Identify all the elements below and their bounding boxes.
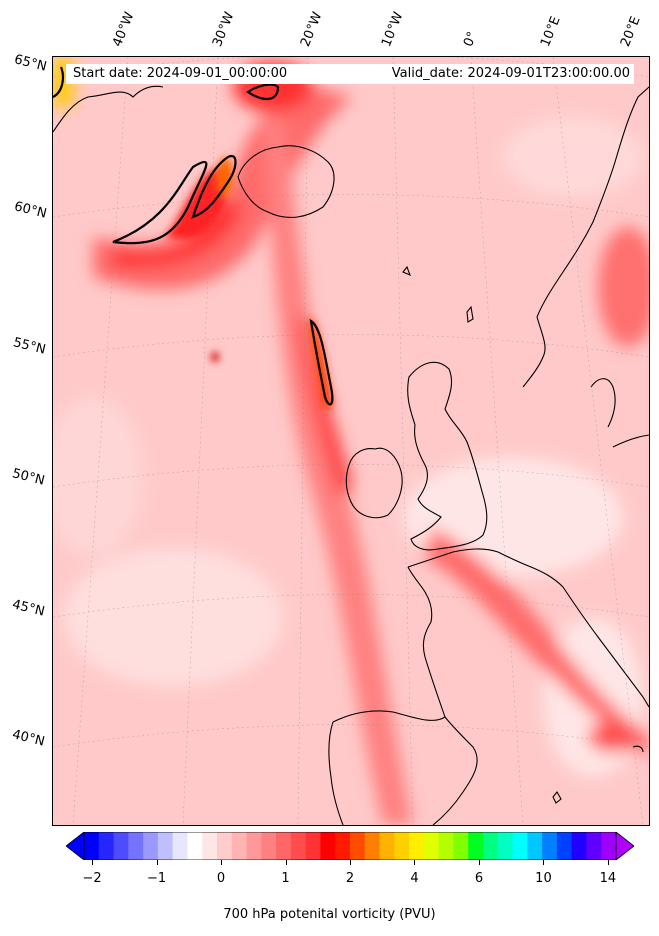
colorbar-tick-mark xyxy=(607,860,609,865)
lat-label-65n: 65°N xyxy=(12,52,49,75)
france-coast xyxy=(407,548,649,708)
colorbar-tick-mark xyxy=(543,860,545,865)
lon-label-20w: 20°W xyxy=(298,10,326,49)
colorbar-cell xyxy=(128,832,144,860)
colorbar-tick-mark xyxy=(92,860,94,865)
colorbar-tick-label: 4 xyxy=(410,871,419,886)
iceland-coast xyxy=(237,145,335,218)
pv-2-contour xyxy=(53,66,334,406)
pv-field-map xyxy=(53,57,649,825)
colorbar-cell xyxy=(84,832,100,860)
colorbar-cell xyxy=(276,832,292,860)
colorbar-tick-mark xyxy=(156,860,158,865)
coastlines xyxy=(53,85,649,825)
iberia-coast xyxy=(332,710,478,825)
lon-label-30w: 30°W xyxy=(210,10,238,49)
colorbar-cells xyxy=(84,832,617,860)
colorbar-cell xyxy=(423,832,440,860)
colorbar-tick-label: 1 xyxy=(281,871,290,886)
colorbar-outline xyxy=(83,832,617,860)
graticule xyxy=(53,57,649,825)
colorbar-cell xyxy=(335,832,351,860)
colorbar-tick-mark xyxy=(221,860,223,865)
colorbar-cell xyxy=(394,832,410,860)
colorbar-cell xyxy=(586,832,602,860)
colorbar-tick-label: 14 xyxy=(599,871,617,886)
colorbar-cell xyxy=(305,832,321,860)
lon-label-0: 0° xyxy=(461,29,481,49)
colorbar-cell xyxy=(497,832,514,860)
colorbar-cell xyxy=(187,832,203,860)
colorbar-cell xyxy=(364,832,381,860)
colorbar-cell xyxy=(261,832,277,860)
colorbar-cell xyxy=(290,832,307,860)
colorbar-tick-mark xyxy=(478,860,480,865)
colorbar-tick-label: 2 xyxy=(345,871,355,886)
ireland-coast xyxy=(345,447,403,519)
valid-date-label: Valid_date: 2024-09-01T23:00:00.00 xyxy=(391,66,630,81)
colorbar-cell xyxy=(556,832,573,860)
colorbar-cell xyxy=(542,832,558,860)
colorbar-cell xyxy=(512,832,528,860)
colorbar-tick-label: 10 xyxy=(535,871,552,886)
colorbar-cell xyxy=(202,832,218,860)
colorbar-tick-mark xyxy=(414,860,416,865)
colorbar-cell xyxy=(231,832,248,860)
lon-label-10e: 10°E xyxy=(538,14,564,49)
colorbar-cell xyxy=(172,832,188,860)
lat-label-45n: 45°N xyxy=(10,597,47,620)
colorbar-tick-label: −1 xyxy=(146,871,167,886)
lat-label-60n: 60°N xyxy=(12,199,49,222)
colorbar-cell xyxy=(453,832,469,860)
colorbar-cell xyxy=(601,832,617,860)
colorbar-tick-mark xyxy=(285,860,287,865)
colorbar-cell xyxy=(113,832,129,860)
colorbar-cell xyxy=(379,832,395,860)
start-date-label: Start date: 2024-09-01_00:00:00 xyxy=(73,66,288,81)
colorbar-cell xyxy=(350,832,366,860)
colorbar-cell xyxy=(483,832,499,860)
lat-label-50n: 50°N xyxy=(10,466,47,489)
colorbar-cell xyxy=(409,832,425,860)
colorbar-tick-mark xyxy=(350,860,351,865)
lon-label-10w: 10°W xyxy=(379,10,407,49)
colorbar-cell xyxy=(320,832,336,860)
norway-coast xyxy=(536,86,649,318)
colorbar-cell xyxy=(98,832,115,860)
colorbar-tick-label: 6 xyxy=(474,871,484,886)
map-panel xyxy=(52,56,650,826)
colorbar-tick-label: −2 xyxy=(82,871,102,886)
date-info-bar: Start date: 2024-09-01_00:00:00 Valid_da… xyxy=(66,64,634,84)
colorbar-cell xyxy=(571,832,587,860)
colorbar-cell xyxy=(527,832,543,860)
lat-label-55n: 55°N xyxy=(11,335,48,358)
colorbar-under-arrow xyxy=(66,832,85,860)
lat-label-40n: 40°N xyxy=(10,727,47,750)
colorbar-cell xyxy=(157,832,174,860)
lon-label-20e: 20°E xyxy=(618,14,644,49)
colorbar-cell xyxy=(217,832,233,860)
colorbar-label: 700 hPa potenital vorticity (PVU) xyxy=(223,907,436,922)
colorbar-cell xyxy=(468,832,484,860)
colorbar-cell xyxy=(143,832,159,860)
lon-label-40w: 40°W xyxy=(110,10,138,49)
pv-contours xyxy=(53,57,649,825)
colorbar-tick-label: 0 xyxy=(216,871,226,886)
colorbar-over-arrow xyxy=(615,832,634,860)
colorbar xyxy=(66,832,634,860)
colorbar-cell xyxy=(438,832,454,860)
great-britain-coast xyxy=(407,361,488,551)
colorbar-cell xyxy=(246,832,262,860)
